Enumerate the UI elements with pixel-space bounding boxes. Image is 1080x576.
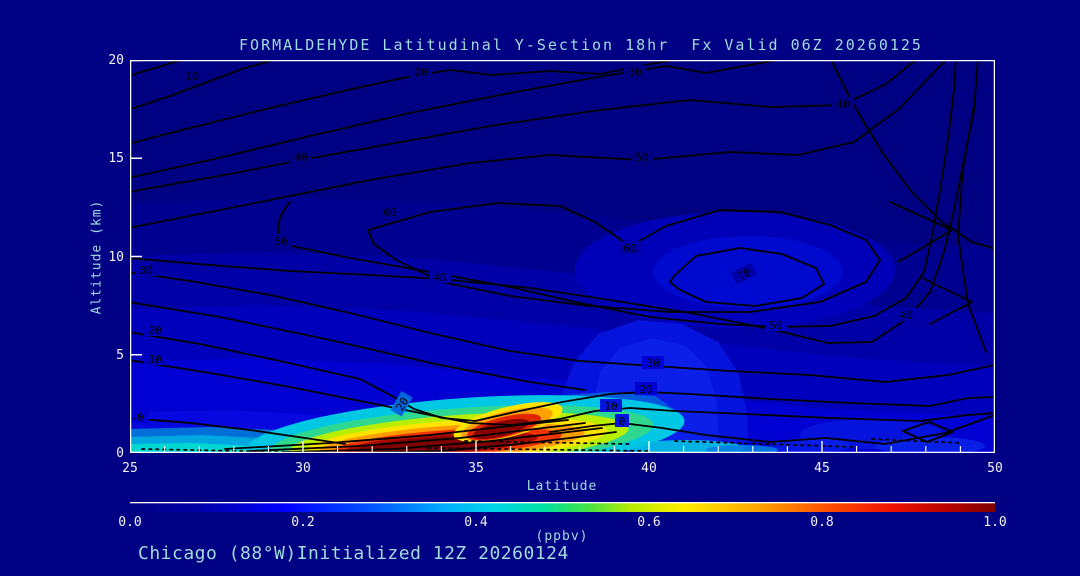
svg-text:60: 60 bbox=[383, 206, 396, 219]
colorbar-tick: 0.2 bbox=[291, 515, 315, 530]
svg-text:20: 20 bbox=[393, 395, 411, 413]
svg-text:10: 10 bbox=[185, 70, 198, 83]
x-major-ticks bbox=[130, 441, 995, 453]
svg-text:10: 10 bbox=[604, 400, 617, 413]
svg-text:20: 20 bbox=[639, 383, 652, 396]
colorbar-top-edge bbox=[130, 502, 995, 504]
svg-text:40: 40 bbox=[899, 309, 912, 322]
x-tick: 40 bbox=[641, 461, 657, 476]
colorbar-units-label: (ppbv) bbox=[535, 529, 589, 544]
svg-text:30: 30 bbox=[628, 66, 641, 79]
x-tick: 45 bbox=[814, 461, 830, 476]
y-tick: 10 bbox=[108, 250, 124, 265]
colorbar-tick: 1.0 bbox=[983, 515, 1007, 530]
colorbar bbox=[130, 502, 995, 512]
svg-text:40: 40 bbox=[836, 98, 849, 111]
svg-text:40: 40 bbox=[433, 271, 446, 284]
colorbar-tick: 0.6 bbox=[637, 515, 661, 530]
plot-frame-and-ticks bbox=[130, 60, 995, 453]
svg-text:30: 30 bbox=[139, 264, 152, 277]
svg-text:10: 10 bbox=[148, 353, 161, 366]
x-tick: 25 bbox=[122, 461, 138, 476]
y-tick: 20 bbox=[108, 53, 124, 68]
y-tick: 15 bbox=[108, 151, 124, 166]
svg-text:40: 40 bbox=[294, 151, 307, 164]
svg-text:50: 50 bbox=[274, 235, 287, 248]
svg-text:60: 60 bbox=[623, 242, 636, 255]
x-axis-label: Latitude bbox=[526, 479, 598, 494]
y-tick: 5 bbox=[116, 348, 124, 363]
y-major-ticks bbox=[130, 60, 142, 453]
svg-text:50: 50 bbox=[635, 151, 648, 164]
cross-section-plot: 10 20 30 40 40 50 60 50 60 70 50 40 30 4… bbox=[130, 60, 995, 453]
colorbar-tick: 0.0 bbox=[118, 515, 142, 530]
x-tick: 30 bbox=[295, 461, 311, 476]
y-tick: 0 bbox=[116, 446, 124, 461]
svg-text:50: 50 bbox=[769, 319, 782, 332]
svg-text:20: 20 bbox=[148, 324, 161, 337]
colorbar-tick: 0.8 bbox=[810, 515, 834, 530]
contour-labels: 10 20 30 40 40 50 60 50 60 70 50 40 30 4… bbox=[130, 65, 917, 428]
svg-text:-0: -0 bbox=[130, 411, 143, 424]
svg-text:70: 70 bbox=[735, 266, 753, 283]
svg-text:0: 0 bbox=[619, 415, 626, 428]
x-tick: 35 bbox=[468, 461, 484, 476]
station-init-label: Chicago (88°W)Initialized 12Z 20260124 bbox=[138, 543, 569, 564]
filled-contours bbox=[130, 60, 995, 453]
chart-title: FORMALDEHYDE Latitudinal Y-Section 18hr … bbox=[239, 36, 923, 54]
closed-diamond-contour bbox=[902, 421, 954, 443]
x-minor-ticks bbox=[164, 446, 961, 453]
x-tick: 50 bbox=[987, 461, 1003, 476]
svg-text:30: 30 bbox=[646, 357, 659, 370]
colorbar-tick: 0.4 bbox=[464, 515, 488, 530]
svg-text:20: 20 bbox=[414, 66, 427, 79]
